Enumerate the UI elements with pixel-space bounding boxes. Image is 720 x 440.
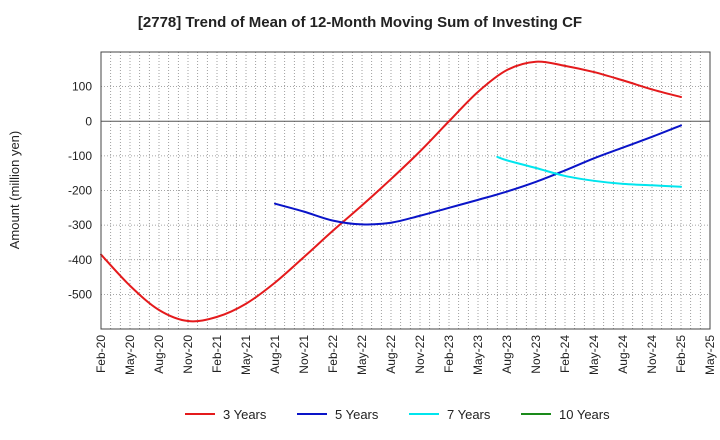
legend-label-10-years: 10 Years <box>559 407 610 422</box>
y-tick-label: -400 <box>68 253 92 267</box>
y-tick-label: 0 <box>85 114 92 128</box>
chart-title: [2778] Trend of Mean of 12-Month Moving … <box>137 14 583 31</box>
x-tick-label: Feb-24 <box>558 335 572 373</box>
x-tick-label: Aug-20 <box>152 335 166 374</box>
y-tick-label: 100 <box>72 80 92 94</box>
x-tick-label: Feb-23 <box>442 335 456 373</box>
plot-background <box>101 52 710 329</box>
y-axis-label: Amount (million yen) <box>7 131 22 250</box>
x-tick-label: Nov-21 <box>297 335 311 374</box>
x-tick-label: Aug-24 <box>616 335 630 374</box>
y-tick-label: -200 <box>68 184 92 198</box>
x-tick-label: Nov-22 <box>413 335 427 374</box>
plot-frame <box>100 51 711 330</box>
x-tick-label: May-25 <box>703 335 717 375</box>
x-tick-label: Aug-23 <box>500 335 514 374</box>
y-tick-labels: 100 0 -100 -200 -300 -400 -500 <box>68 80 92 302</box>
y-tick-label: -300 <box>68 218 92 232</box>
grid-layer <box>101 52 710 329</box>
series-line-7-years <box>496 155 682 188</box>
x-tick-label: May-20 <box>123 335 137 375</box>
x-tick-label: Nov-20 <box>181 335 195 374</box>
series-line-5-years <box>274 124 682 226</box>
legend: 3 Years 5 Years 7 Years 10 Years <box>185 407 610 422</box>
y-tick-label: -500 <box>68 287 92 301</box>
x-tick-label: May-23 <box>471 335 485 375</box>
x-tick-label: Feb-21 <box>210 335 224 373</box>
x-tick-label: Nov-24 <box>645 335 659 374</box>
x-tick-label: Aug-21 <box>268 335 282 374</box>
x-tick-label: Aug-22 <box>384 335 398 374</box>
x-tick-label: May-24 <box>587 335 601 375</box>
x-tick-label: Feb-20 <box>94 335 108 373</box>
x-tick-label: May-22 <box>355 335 369 375</box>
legend-label-5-years: 5 Years <box>335 407 379 422</box>
series-line-3-years <box>100 60 682 323</box>
x-tick-labels: Feb-20 May-20 Aug-20 Nov-20 Feb-21 May-21 Aug-… <box>94 335 717 375</box>
series-layer <box>100 60 682 323</box>
legend-label-3-years: 3 Years <box>223 407 267 422</box>
x-tick-label: May-21 <box>239 335 253 375</box>
y-tick-label: -100 <box>68 149 92 163</box>
legend-label-7-years: 7 Years <box>447 407 491 422</box>
x-tick-label: Nov-23 <box>529 335 543 374</box>
x-tick-label: Feb-22 <box>326 335 340 373</box>
x-tick-label: Feb-25 <box>674 335 688 373</box>
